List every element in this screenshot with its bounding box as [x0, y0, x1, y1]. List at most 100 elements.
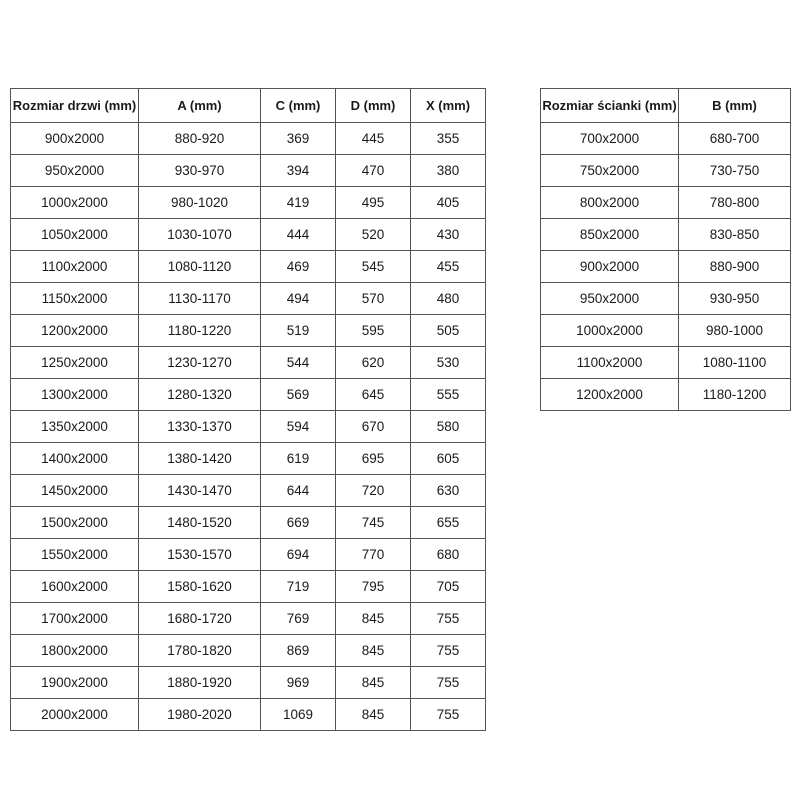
wall-value-cell: 780-800: [678, 186, 791, 219]
door-value-cell: 555: [410, 378, 486, 411]
table-row: 950x2000 930-950: [540, 282, 791, 315]
door-value-cell: 705: [410, 570, 486, 603]
door-value-cell: 644: [260, 474, 336, 507]
door-size-cell: 1550x2000: [10, 538, 139, 571]
table-row: 1350x2000 1330-1370 594 670 580: [10, 410, 486, 443]
table-row: 1300x2000 1280-1320 569 645 555: [10, 378, 486, 411]
door-value-cell: 1330-1370: [138, 410, 261, 443]
door-value-cell: 1480-1520: [138, 506, 261, 539]
door-value-cell: 630: [410, 474, 486, 507]
door-value-cell: 694: [260, 538, 336, 571]
door-value-cell: 1080-1120: [138, 250, 261, 283]
table-row: 1800x2000 1780-1820 869 845 755: [10, 634, 486, 667]
table-header-row: Rozmiar ścianki (mm) B (mm): [540, 88, 791, 123]
wall-size-cell: 1100x2000: [540, 346, 679, 379]
door-value-cell: 480: [410, 282, 486, 315]
door-value-cell: 969: [260, 666, 336, 699]
door-value-cell: 930-970: [138, 154, 261, 187]
door-size-cell: 1400x2000: [10, 442, 139, 475]
door-value-cell: 755: [410, 698, 486, 731]
door-value-cell: 445: [335, 122, 411, 155]
table-row: 1200x2000 1180-1200: [540, 378, 791, 411]
table-row: 1150x2000 1130-1170 494 570 480: [10, 282, 486, 315]
door-value-cell: 369: [260, 122, 336, 155]
door-value-cell: 355: [410, 122, 486, 155]
door-value-cell: 769: [260, 602, 336, 635]
door-value-cell: 755: [410, 666, 486, 699]
table-row: 900x2000 880-900: [540, 250, 791, 283]
door-value-cell: 645: [335, 378, 411, 411]
door-value-cell: 1780-1820: [138, 634, 261, 667]
door-value-cell: 845: [335, 698, 411, 731]
door-size-cell: 950x2000: [10, 154, 139, 187]
door-size-cell: 1450x2000: [10, 474, 139, 507]
door-value-cell: 669: [260, 506, 336, 539]
door-value-cell: 494: [260, 282, 336, 315]
door-size-cell: 1350x2000: [10, 410, 139, 443]
door-value-cell: 544: [260, 346, 336, 379]
table-row: 1100x2000 1080-1120 469 545 455: [10, 250, 486, 283]
door-value-cell: 545: [335, 250, 411, 283]
table-row: 1550x2000 1530-1570 694 770 680: [10, 538, 486, 571]
door-value-cell: 495: [335, 186, 411, 219]
door-value-cell: 670: [335, 410, 411, 443]
door-value-cell: 1980-2020: [138, 698, 261, 731]
door-value-cell: 1530-1570: [138, 538, 261, 571]
door-table-body: 900x2000 880-920 369 445 355 950x2000 930-970 3…: [10, 122, 486, 731]
table-header-row: Rozmiar drzwi (mm) A (mm) C (mm) D (mm) X (m…: [10, 88, 486, 123]
table-row: 850x2000 830-850: [540, 218, 791, 251]
door-value-cell: 719: [260, 570, 336, 603]
table-row: 1000x2000 980-1000: [540, 314, 791, 347]
door-value-cell: 594: [260, 410, 336, 443]
door-value-cell: 869: [260, 634, 336, 667]
door-size-cell: 1600x2000: [10, 570, 139, 603]
wall-value-cell: 1180-1200: [678, 378, 791, 411]
door-value-cell: 444: [260, 218, 336, 251]
door-value-cell: 770: [335, 538, 411, 571]
wall-table-header: Rozmiar ścianki (mm) B (mm): [540, 88, 791, 123]
door-value-cell: 595: [335, 314, 411, 347]
door-value-cell: 880-920: [138, 122, 261, 155]
door-value-cell: 419: [260, 186, 336, 219]
door-value-cell: 619: [260, 442, 336, 475]
wall-size-cell: 1200x2000: [540, 378, 679, 411]
door-value-cell: 380: [410, 154, 486, 187]
table-row: 1400x2000 1380-1420 619 695 605: [10, 442, 486, 475]
table-row: 1450x2000 1430-1470 644 720 630: [10, 474, 486, 507]
door-value-cell: 455: [410, 250, 486, 283]
door-size-cell: 1500x2000: [10, 506, 139, 539]
table-row: 1250x2000 1230-1270 544 620 530: [10, 346, 486, 379]
door-value-cell: 755: [410, 634, 486, 667]
door-value-cell: 1880-1920: [138, 666, 261, 699]
wall-size-cell: 700x2000: [540, 122, 679, 155]
door-value-cell: 745: [335, 506, 411, 539]
door-size-table: Rozmiar drzwi (mm) A (mm) C (mm) D (mm) X (m…: [10, 88, 486, 731]
wall-value-cell: 980-1000: [678, 314, 791, 347]
door-size-cell: 900x2000: [10, 122, 139, 155]
table-row: 750x2000 730-750: [540, 154, 791, 187]
door-value-cell: 469: [260, 250, 336, 283]
door-value-cell: 605: [410, 442, 486, 475]
door-value-cell: 470: [335, 154, 411, 187]
wall-size-cell: 900x2000: [540, 250, 679, 283]
door-size-cell: 1700x2000: [10, 602, 139, 635]
door-value-cell: 1130-1170: [138, 282, 261, 315]
door-value-cell: 1380-1420: [138, 442, 261, 475]
wall-size-cell: 950x2000: [540, 282, 679, 315]
wall-column-header-1: B (mm): [678, 88, 791, 123]
door-value-cell: 519: [260, 314, 336, 347]
wall-size-cell: 1000x2000: [540, 314, 679, 347]
table-row: 900x2000 880-920 369 445 355: [10, 122, 486, 155]
door-size-cell: 1150x2000: [10, 282, 139, 315]
wall-value-cell: 930-950: [678, 282, 791, 315]
table-row: 700x2000 680-700: [540, 122, 791, 155]
wall-table-body: 700x2000 680-700 750x2000 730-750 800x2000 78…: [540, 122, 791, 411]
wall-size-table: Rozmiar ścianki (mm) B (mm) 700x2000 680-7…: [540, 88, 791, 411]
door-column-header-4: X (mm): [410, 88, 486, 123]
door-value-cell: 980-1020: [138, 186, 261, 219]
door-value-cell: 570: [335, 282, 411, 315]
table-row: 1000x2000 980-1020 419 495 405: [10, 186, 486, 219]
door-value-cell: 569: [260, 378, 336, 411]
door-size-cell: 1050x2000: [10, 218, 139, 251]
door-value-cell: 1580-1620: [138, 570, 261, 603]
